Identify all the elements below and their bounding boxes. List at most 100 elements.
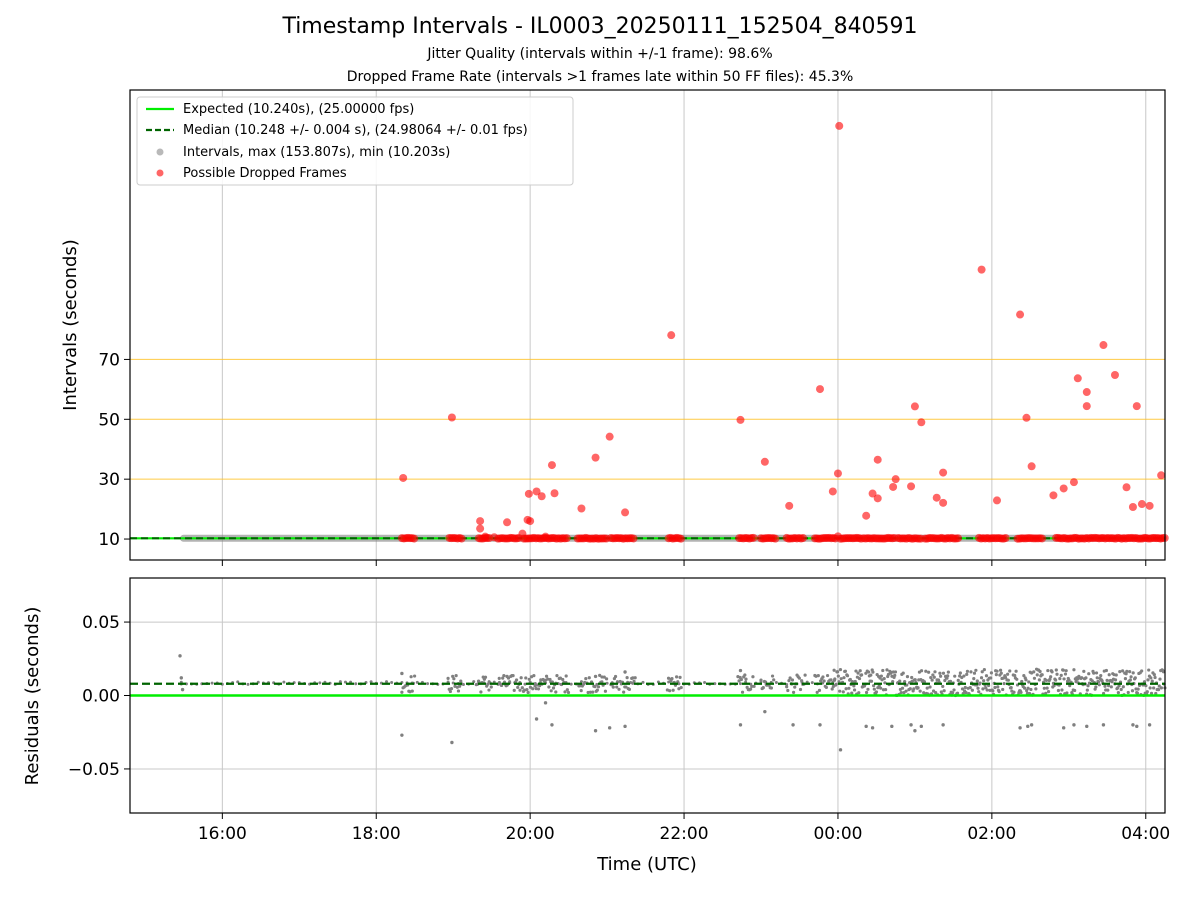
- residual-point: [410, 689, 414, 693]
- residual-point: [913, 678, 917, 682]
- residual-point: [1046, 668, 1050, 673]
- residual-point: [1147, 668, 1151, 672]
- residual-point: [981, 687, 985, 691]
- dropped-frame-point: [524, 489, 533, 498]
- residual-point: [847, 686, 851, 690]
- dropped-frame-point: [1110, 370, 1119, 379]
- residual-point: [910, 675, 914, 680]
- residual-point: [1014, 669, 1018, 673]
- bottom-y-tick-label: 0.05: [82, 613, 120, 633]
- dropped-frame-point: [910, 402, 919, 411]
- residual-point: [1050, 670, 1054, 674]
- residual-point: [874, 690, 879, 694]
- residual-point: [497, 676, 501, 680]
- residual-point: [1142, 680, 1147, 684]
- residual-point: [953, 674, 957, 678]
- residual-point: [1123, 677, 1128, 681]
- dropped-frame-point: [939, 498, 948, 507]
- residual-point: [282, 680, 286, 684]
- residual-point: [527, 677, 531, 681]
- residual-point: [934, 690, 938, 695]
- residual-point: [1099, 673, 1103, 678]
- residual-point: [841, 690, 845, 694]
- legend-intervals-label: Intervals, max (153.807s), min (10.203s): [183, 145, 450, 160]
- bottom-y-tick-label: 0.00: [82, 687, 120, 707]
- residual-point: [180, 687, 185, 692]
- bottom-panel-frame: [129, 577, 1166, 814]
- residual-point: [1056, 688, 1061, 693]
- residual-point: [824, 685, 829, 690]
- residual-point: [836, 674, 840, 678]
- residual-point: [531, 687, 535, 691]
- residual-point: [963, 685, 967, 690]
- residual-point: [869, 673, 873, 677]
- residual-point: [611, 685, 615, 689]
- residual-point: [933, 670, 937, 674]
- dropped-frame-point: [873, 494, 882, 503]
- residual-point: [838, 667, 843, 672]
- residual-point: [839, 677, 843, 681]
- residual-point: [1104, 668, 1108, 673]
- residual-point: [893, 673, 897, 677]
- residual-point: [426, 682, 430, 686]
- residual-point: [1002, 681, 1006, 686]
- dropped-frame-point: [828, 487, 837, 496]
- residual-point: [738, 723, 743, 727]
- residual-point: [1097, 680, 1101, 684]
- dropped-frame-point: [1082, 402, 1091, 411]
- residual-point: [400, 671, 404, 676]
- residual-point: [984, 674, 989, 678]
- residual-point: [838, 689, 842, 693]
- residual-point: [210, 681, 214, 685]
- residual-point: [1054, 668, 1058, 672]
- legend-median-label: Median (10.248 +/- 0.004 s), (24.98064 +…: [183, 123, 528, 138]
- residual-point: [899, 690, 903, 695]
- residual-point: [787, 679, 791, 683]
- x-tick-label: 20:00: [506, 824, 555, 844]
- residual-point: [790, 678, 795, 682]
- residual-point: [459, 679, 463, 683]
- residual-point: [1136, 687, 1140, 691]
- residual-point: [881, 668, 885, 673]
- residual-point: [1022, 674, 1026, 678]
- dropped-frame-point: [518, 529, 527, 538]
- residual-point: [958, 671, 962, 675]
- residual-point: [738, 682, 742, 686]
- residual-point: [318, 681, 322, 685]
- top-y-tick-label: 70: [98, 350, 120, 370]
- residual-point: [919, 724, 924, 729]
- dropped-frame-point: [1099, 341, 1108, 350]
- residual-point: [980, 670, 984, 674]
- residual-point: [1144, 684, 1148, 688]
- residual-point: [843, 669, 847, 673]
- residual-point: [551, 686, 556, 690]
- residual-point: [845, 674, 850, 678]
- residual-point: [852, 684, 856, 688]
- residual-point: [1149, 691, 1154, 695]
- residual-point: [848, 677, 852, 682]
- residual-point: [671, 688, 675, 692]
- residual-point: [713, 682, 717, 686]
- dropped-frame-point: [932, 493, 941, 502]
- dropped-frame-point: [816, 385, 824, 394]
- residual-point: [631, 676, 635, 680]
- residual-point: [487, 688, 491, 692]
- chart-title: Timestamp Intervals - IL0003_20250111_15…: [282, 14, 918, 39]
- residual-point: [815, 690, 819, 694]
- residual-point: [749, 687, 753, 691]
- residual-point: [1087, 672, 1091, 676]
- residual-point: [1157, 684, 1161, 688]
- residual-point: [536, 687, 541, 691]
- dropped-frame-point: [1132, 402, 1141, 411]
- residual-point: [579, 680, 583, 684]
- residual-point: [856, 671, 860, 675]
- residual-point: [369, 680, 373, 684]
- dropped-frame-point: [1027, 462, 1036, 471]
- residual-point: [519, 676, 523, 680]
- dropped-frame-point: [862, 511, 871, 520]
- residual-point: [591, 690, 595, 694]
- residual-point: [412, 674, 417, 678]
- residual-point: [769, 686, 773, 690]
- residual-point: [558, 676, 563, 680]
